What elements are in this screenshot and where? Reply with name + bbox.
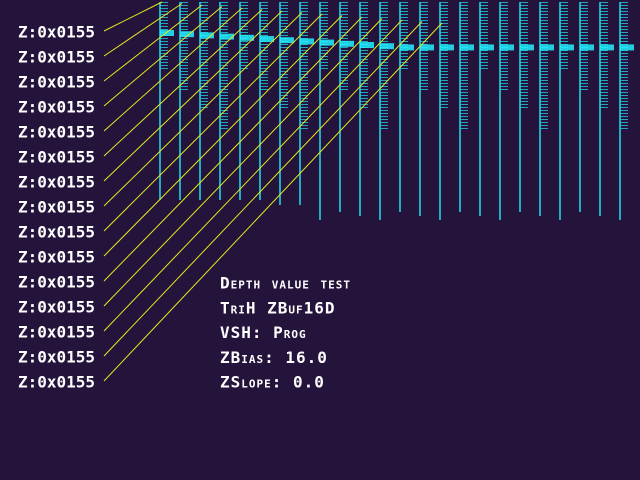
z-label: Z:0x0155	[18, 73, 95, 92]
column-band	[240, 34, 254, 41]
column-band	[320, 39, 334, 46]
column-band	[460, 44, 474, 51]
z-label: Z:0x0155	[18, 173, 95, 192]
connector	[103, 13, 323, 232]
info-line: ZBias: 16.0	[220, 348, 328, 367]
info-line: VSH: Prog	[220, 323, 307, 342]
column-band	[340, 40, 354, 47]
info-block: Depth value test TriH ZBuf16D VSH: Prog ZBi…	[220, 274, 351, 392]
connector-lines	[103, 1, 443, 382]
connector	[103, 12, 303, 207]
column-band	[180, 31, 194, 38]
z-label: Z:0x0155	[18, 323, 95, 342]
column-band	[360, 42, 374, 48]
connector	[103, 7, 243, 132]
connector	[103, 3, 183, 57]
column-band	[540, 44, 554, 51]
column-band	[520, 44, 534, 51]
connector	[103, 18, 383, 307]
connector	[103, 21, 423, 357]
column-band	[280, 37, 294, 44]
z-label: Z:0x0155	[18, 23, 95, 42]
column-band	[160, 30, 174, 36]
info-line: ZSlope: 0.0	[220, 373, 325, 392]
connector	[103, 6, 223, 107]
z-label: Z:0x0155	[18, 223, 95, 242]
connector	[103, 10, 283, 182]
column-band	[200, 32, 214, 39]
connector	[103, 19, 403, 332]
z-label: Z:0x0155	[18, 273, 95, 292]
column-band	[620, 44, 634, 51]
z-label: Z:0x0155	[18, 248, 95, 267]
info-line: Depth value test	[220, 274, 351, 293]
column-band	[600, 44, 614, 51]
z-label: Z:0x0155	[18, 348, 95, 367]
column-band	[300, 38, 314, 45]
z-label: Z:0x0155	[18, 298, 95, 317]
column-band	[380, 43, 394, 50]
depth-columns	[159, 2, 634, 220]
z-labels: Z:0x0155 Z:0x0155 Z:0x0155 Z:0x0155 Z:0x0155…	[18, 23, 95, 392]
column-band	[580, 44, 594, 51]
column-band	[260, 36, 274, 42]
connector	[103, 1, 163, 32]
column-band	[480, 44, 494, 51]
column-band	[500, 44, 514, 51]
connector	[103, 16, 363, 282]
column-band	[400, 44, 414, 51]
info-line: TriH ZBuf16D	[220, 298, 336, 317]
z-label: Z:0x0155	[18, 373, 95, 392]
z-label: Z:0x0155	[18, 148, 95, 167]
connector	[103, 9, 263, 157]
connector	[103, 4, 203, 82]
z-label: Z:0x0155	[18, 123, 95, 142]
column-band	[420, 44, 434, 51]
z-label: Z:0x0155	[18, 48, 95, 67]
z-label: Z:0x0155	[18, 98, 95, 117]
z-label: Z:0x0155	[18, 198, 95, 217]
column-band	[560, 44, 574, 51]
connector	[103, 15, 343, 257]
column-band	[220, 33, 234, 40]
column-band	[440, 44, 454, 51]
connector	[103, 22, 443, 382]
